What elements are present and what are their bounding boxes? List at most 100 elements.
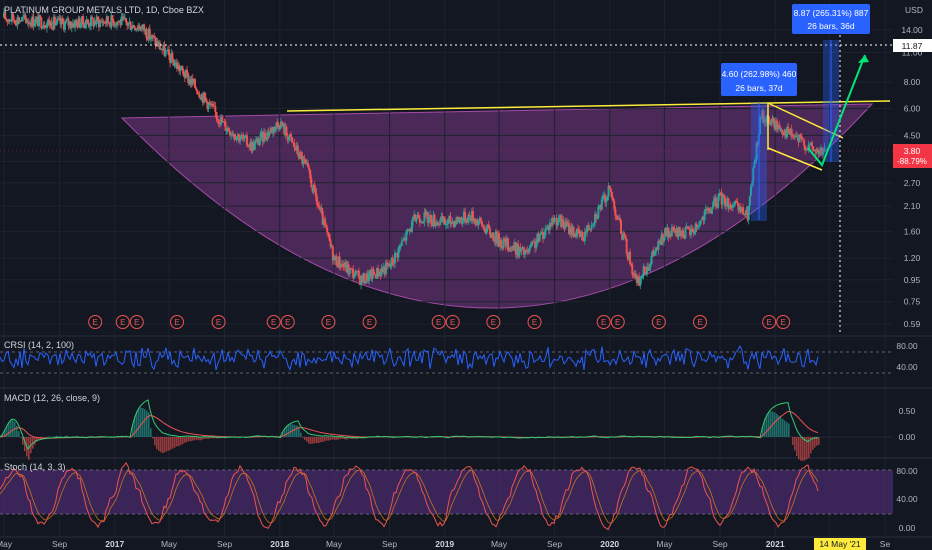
candle-body xyxy=(687,228,690,230)
measure-label-1: 4.60 (262.98%) 460 26 bars, 37d xyxy=(721,63,797,96)
macd-histogram-bar xyxy=(280,437,282,439)
candle-body xyxy=(711,207,714,210)
candle-body xyxy=(607,185,610,197)
candle-body xyxy=(495,231,498,244)
candle-body xyxy=(101,21,104,24)
candle-body xyxy=(138,26,141,29)
candle-body xyxy=(99,20,102,27)
candle-body xyxy=(331,246,334,261)
candle-body xyxy=(536,233,539,243)
candle-body xyxy=(187,73,190,83)
candle-body xyxy=(492,233,495,241)
candle-body xyxy=(522,246,525,255)
macd-histogram-bar xyxy=(304,437,306,440)
time-tick-label: Se xyxy=(880,539,891,549)
candle-body xyxy=(779,127,782,131)
candle-body xyxy=(659,241,662,245)
candle-body xyxy=(151,35,154,39)
candle-body xyxy=(24,14,27,19)
candle-body xyxy=(452,221,455,227)
candle-body xyxy=(494,231,497,242)
candle-body xyxy=(282,123,285,127)
current-change-label: -88.79% xyxy=(897,157,927,166)
macd-histogram-bar xyxy=(762,426,764,437)
candle-body xyxy=(526,249,529,252)
candle-body xyxy=(120,16,123,26)
candle-body xyxy=(299,152,302,159)
macd-histogram-bar xyxy=(182,437,184,445)
macd-histogram-bar xyxy=(788,423,790,437)
candle-body xyxy=(742,207,745,215)
candle-body xyxy=(453,220,456,227)
candle-body xyxy=(104,23,107,25)
macd-tick-000: 0.00 xyxy=(899,432,916,442)
macd-histogram-bar xyxy=(170,437,172,450)
candle-body xyxy=(491,233,494,238)
macd-histogram-bar xyxy=(34,437,36,445)
candle-body xyxy=(285,126,288,136)
candle-body xyxy=(705,209,708,211)
candle-body xyxy=(695,224,698,229)
macd-histogram-bar xyxy=(302,437,304,438)
macd-histogram-bar xyxy=(8,422,10,437)
candle-body xyxy=(634,273,637,278)
macd-histogram-bar xyxy=(812,437,814,450)
earnings-marker xyxy=(211,315,226,329)
target-price-label: 11.87 xyxy=(902,41,923,51)
macd-histogram-bar xyxy=(212,437,214,439)
candle-body xyxy=(143,24,146,32)
candle-body xyxy=(325,225,328,228)
macd-histogram-bar xyxy=(130,437,132,438)
macd-histogram-bar xyxy=(346,437,348,440)
candle-body xyxy=(117,21,120,23)
candle-body xyxy=(219,117,222,125)
candle-body xyxy=(386,262,389,266)
candle-body xyxy=(623,233,626,236)
time-tick-label: Sep xyxy=(52,539,67,549)
candle-body xyxy=(690,228,693,235)
macd-histogram-bar xyxy=(316,437,318,443)
candle-body xyxy=(390,257,393,266)
candle-body xyxy=(88,26,91,27)
candle-body xyxy=(87,22,90,27)
candle-body xyxy=(326,227,329,233)
price-axis-bg xyxy=(893,0,932,538)
candle-body xyxy=(517,244,520,257)
candle-body xyxy=(783,129,786,136)
candle-body xyxy=(512,246,515,251)
macd-histogram-bar xyxy=(768,412,770,437)
candle-body xyxy=(113,24,116,26)
earnings-marker-label: E xyxy=(601,318,606,327)
candle-body xyxy=(435,222,438,226)
candle-body xyxy=(200,94,203,100)
candle-body xyxy=(156,41,159,47)
macd-histogram-bar xyxy=(770,411,772,437)
measure-1-line1: 4.60 (262.98%) 460 xyxy=(722,69,797,79)
macd-histogram-bar xyxy=(318,437,320,444)
candle-body xyxy=(232,134,235,136)
price-tick-label: 8.00 xyxy=(904,77,921,87)
macd-histogram-bar xyxy=(148,412,150,437)
candle-body xyxy=(305,162,308,164)
candle-body xyxy=(338,256,341,268)
candle-body xyxy=(351,268,354,270)
macd-histogram-bar xyxy=(10,420,12,437)
candle-body xyxy=(41,28,44,29)
candle-body xyxy=(73,23,76,28)
candle-body xyxy=(422,221,425,224)
candle-body xyxy=(678,226,681,233)
price-tick-label: 2.10 xyxy=(904,201,921,211)
cursor-time-tag xyxy=(814,538,866,550)
candle-body xyxy=(777,124,780,130)
candle-body xyxy=(570,226,573,235)
candle-body xyxy=(652,250,655,256)
candle-body xyxy=(328,234,331,241)
candle-body xyxy=(52,16,55,30)
earnings-marker-label: E xyxy=(326,318,331,327)
candle-body xyxy=(785,129,788,138)
candle-body xyxy=(229,131,232,136)
candle-body xyxy=(591,225,594,226)
candle-body xyxy=(273,127,276,132)
macd-histogram-bar xyxy=(320,437,322,443)
